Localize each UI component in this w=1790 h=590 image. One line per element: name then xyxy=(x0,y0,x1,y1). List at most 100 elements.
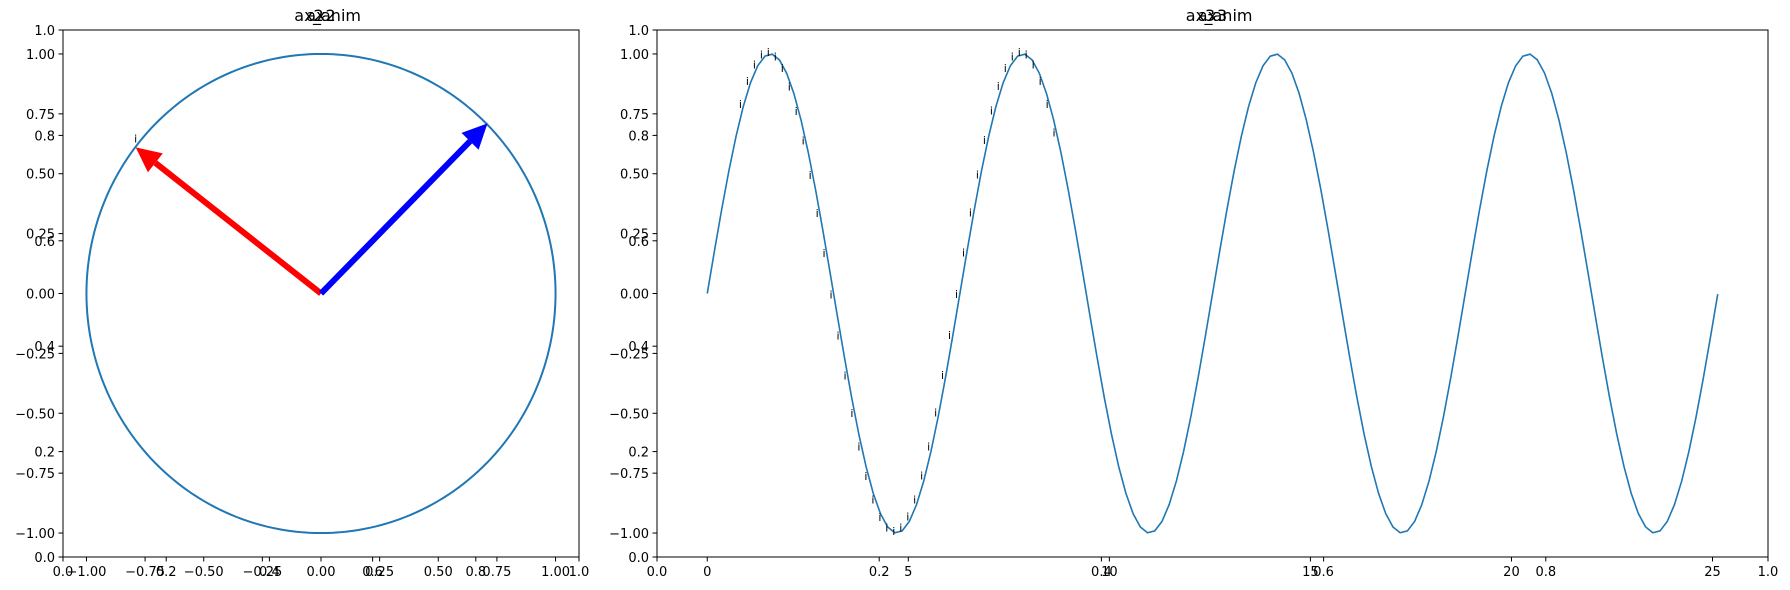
y-tick-label: 0.00 xyxy=(26,288,55,303)
y-tick-label: −0.25 xyxy=(609,347,649,362)
annotation-mark: i xyxy=(962,247,965,260)
x-tick-label: 0.6 xyxy=(362,565,383,580)
annotation-mark: i xyxy=(976,169,979,182)
y-tick-label: 0.25 xyxy=(620,228,649,243)
annotation-mark: i xyxy=(997,80,1000,93)
annotation-mark: i xyxy=(983,134,986,147)
annotation-mark: i xyxy=(823,247,826,260)
x-tick-label: 0.2 xyxy=(156,565,177,580)
y-tick-label: −0.75 xyxy=(609,467,649,482)
y-tick-label: 0.25 xyxy=(26,228,55,243)
right-chart-panel: 0.0 0.2 0.4 0.6 0.8 1.00.00.20.40.60.81.00 5 10… xyxy=(609,6,1778,580)
annotation-mark: i xyxy=(843,370,846,383)
x-tick-label: 0.6 xyxy=(1313,565,1334,580)
annotation-mark: i xyxy=(899,521,902,534)
annotation-mark: i xyxy=(830,288,833,301)
annotation-mark: i xyxy=(948,329,951,342)
annotation-mark: i xyxy=(906,511,909,524)
y-tick-label: 1.0 xyxy=(628,24,649,39)
y-tick-label: −1.00 xyxy=(15,527,55,542)
x-tick-label: 0.50 xyxy=(424,565,453,580)
annotation-mark: i xyxy=(809,169,812,182)
arrow-head xyxy=(135,147,163,173)
y-tick-label: −0.50 xyxy=(15,407,55,422)
annotation-mark: i xyxy=(857,441,860,454)
annotation-mark: i xyxy=(774,51,777,64)
y-tick-label: 0.75 xyxy=(26,108,55,123)
chart-title: ax3 xyxy=(1198,6,1227,25)
annotation-mark: i xyxy=(1011,50,1014,63)
x-tick-label: −0.50 xyxy=(184,565,224,580)
y-tick-label: 0.0 xyxy=(34,551,55,566)
annotation-label: i xyxy=(134,133,137,146)
arrow-shaft xyxy=(153,160,323,296)
annotation-mark: i xyxy=(795,105,798,118)
annotation-mark: i xyxy=(1039,75,1042,88)
annotation-mark: i xyxy=(1018,46,1021,59)
x-tick-label: −0.75 xyxy=(125,565,165,580)
annotation-mark: i xyxy=(885,521,888,534)
annotation-mark: i xyxy=(1032,59,1035,72)
x-tick-label: −0.25 xyxy=(242,565,282,580)
annotation-mark: i xyxy=(739,98,742,111)
annotation-mark: i xyxy=(990,104,993,117)
y-tick-label: 0.4 xyxy=(34,340,55,355)
chart-title: _anim xyxy=(1204,6,1253,26)
y-tick-label: 0.8 xyxy=(628,129,649,144)
chart-title: ax3 xyxy=(1186,6,1215,25)
y-tick-label: −1.00 xyxy=(609,527,649,542)
annotation-mark: i xyxy=(1053,127,1056,140)
annotation-mark: i xyxy=(746,75,749,88)
chart-title: ax2 xyxy=(306,6,335,25)
x-tick-label: 1.0 xyxy=(569,565,590,580)
y-tick-label: 0.75 xyxy=(620,108,649,123)
annotation-mark: i xyxy=(1004,62,1007,75)
y-tick-label: −0.25 xyxy=(15,347,55,362)
annotation-mark: i xyxy=(1025,49,1028,62)
y-tick-label: 0.4 xyxy=(628,340,649,355)
annotation-mark: i xyxy=(850,407,853,420)
annotation-mark: i xyxy=(878,511,881,524)
x-tick-label: 20 xyxy=(1503,565,1520,580)
annotation-mark: i xyxy=(934,407,937,420)
x-tick-label: 0.4 xyxy=(259,565,280,580)
y-tick-label: 0.50 xyxy=(26,168,55,183)
y-tick-label: 1.00 xyxy=(26,48,55,63)
y-tick-label: 0.2 xyxy=(34,446,55,461)
y-tick-label: 1.0 xyxy=(34,24,55,39)
annotation-mark: i xyxy=(969,206,972,219)
y-tick-label: 0.2 xyxy=(628,446,649,461)
x-tick-label: 25 xyxy=(1704,565,1721,580)
y-tick-label: 0.6 xyxy=(34,235,55,250)
annotation-mark: i xyxy=(788,80,791,93)
x-tick-label: 15 xyxy=(1302,565,1319,580)
x-tick-label: 1.0 xyxy=(1758,565,1779,580)
circle-series-line xyxy=(85,52,557,535)
chart-title: ax2 xyxy=(294,6,323,25)
y-tick-label: 0.50 xyxy=(620,168,649,183)
y-tick-label: −0.75 xyxy=(15,467,55,482)
annotation-mark: i xyxy=(913,493,916,506)
annotation-mark: i xyxy=(767,46,770,59)
annotation-mark: i xyxy=(781,62,784,75)
annotation-mark: i xyxy=(753,58,756,71)
arrow-shaft xyxy=(318,139,473,296)
y-tick-label: 0.6 xyxy=(628,235,649,250)
y-tick-label: 1.00 xyxy=(620,48,649,63)
x-tick-label: 0.0 xyxy=(53,565,74,580)
annotation-mark: i xyxy=(927,440,930,453)
y-tick-label: 0.0 xyxy=(628,551,649,566)
annotation-mark: i xyxy=(802,135,805,148)
chart-title: _anim xyxy=(312,6,361,26)
x-tick-label: −1.00 xyxy=(67,565,107,580)
arrow-head xyxy=(461,123,488,150)
x-tick-label: 0.8 xyxy=(1535,565,1556,580)
annotation-mark: i xyxy=(871,493,874,506)
x-tick-label: 1.00 xyxy=(541,565,570,580)
x-tick-label: 0.0 xyxy=(647,565,668,580)
x-tick-label: 0.00 xyxy=(307,565,336,580)
sine-series-line xyxy=(706,53,1719,534)
y-tick-label: −0.50 xyxy=(609,407,649,422)
y-tick-label: 0.8 xyxy=(34,129,55,144)
